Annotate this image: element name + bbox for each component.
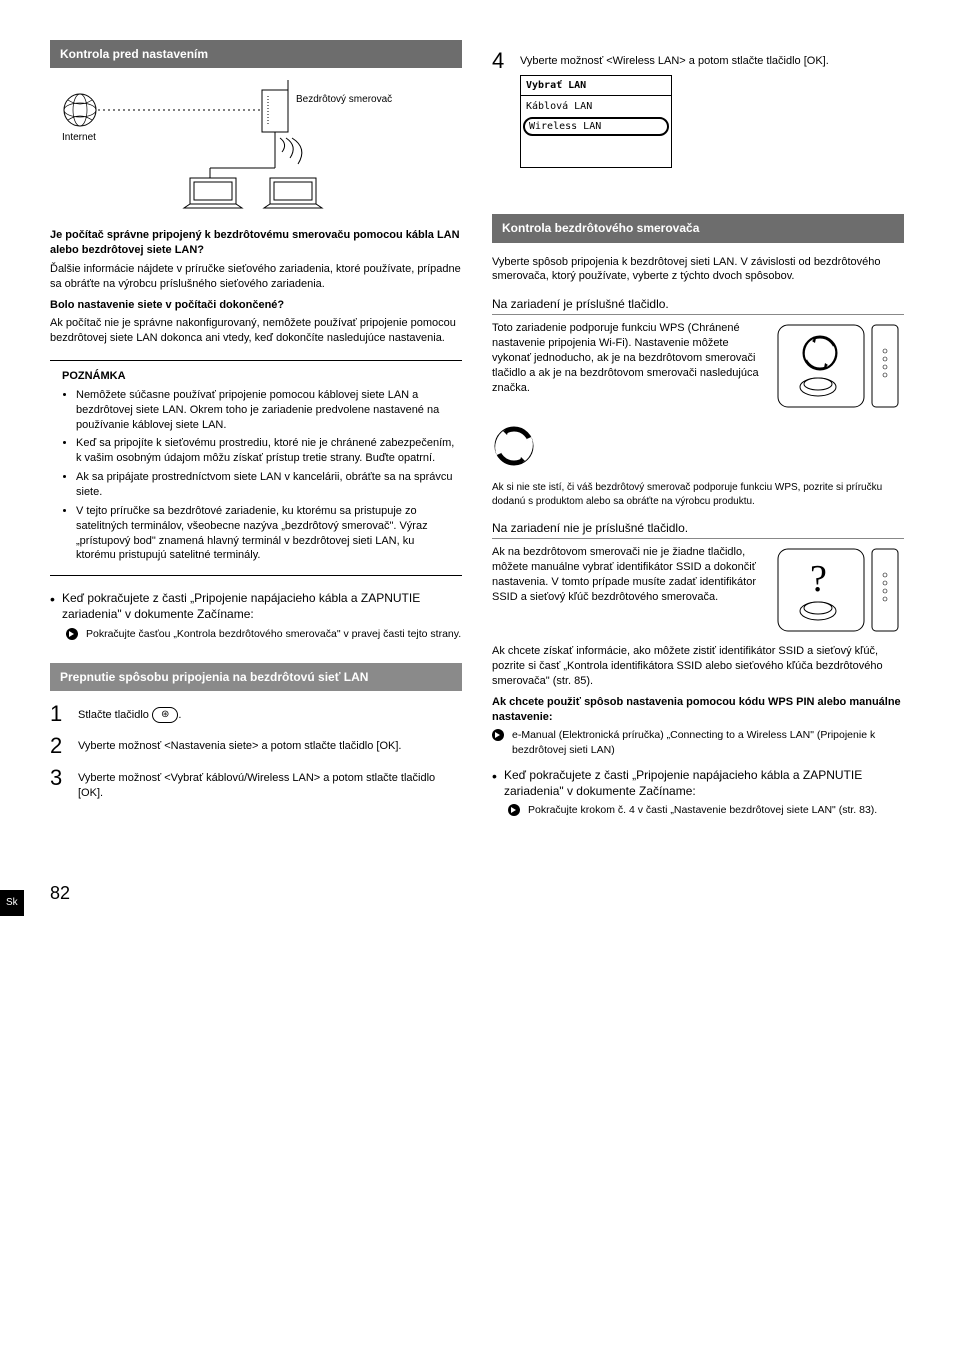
no-button-row: Ak na bezdrôtovom smerovači nie je žiadn… bbox=[492, 545, 904, 640]
router-no-button-illustration: ? bbox=[774, 545, 904, 640]
q2-title: Bolo nastavenie siete v počítači dokonče… bbox=[50, 298, 462, 313]
step-body: Vyberte možnosť <Wireless LAN> a potom s… bbox=[520, 50, 904, 188]
section-header-switch: Prepnutie spôsobu pripojenia na bezdrôto… bbox=[50, 663, 462, 691]
continue-lead-2: Keď pokračujete z časti „Pripojenie napá… bbox=[492, 767, 904, 799]
wps-small-note: Ak si nie ste istí, či váš bezdrôtový sm… bbox=[492, 481, 904, 508]
note-bullets: Nemôžete súčasne používať pripojenie pom… bbox=[62, 388, 456, 563]
note-title: POZNÁMKA bbox=[62, 369, 456, 384]
section-header-check-before: Kontrola pred nastavením bbox=[50, 40, 462, 68]
wps-mark-icon bbox=[492, 424, 904, 473]
note-item: Nemôžete súčasne používať pripojenie pom… bbox=[76, 388, 456, 433]
screen-option: Káblová LAN bbox=[521, 98, 671, 116]
has-button-row: Toto zariadenie podporuje funkciu WPS (C… bbox=[492, 321, 904, 416]
svg-text:?: ? bbox=[810, 558, 827, 600]
right-column: 4 Vyberte možnosť <Wireless LAN> a potom… bbox=[492, 40, 904, 821]
continue-lead-1: Keď pokračujete z časti „Pripojenie napá… bbox=[50, 590, 462, 622]
pin-arrow: e-Manual (Elektronická príručka) „Connec… bbox=[492, 728, 904, 756]
has-button-text: Toto zariadenie podporuje funkciu WPS (C… bbox=[492, 321, 762, 395]
step-1: 1 Stlačte tlačidlo ⊛. bbox=[50, 703, 462, 725]
language-tab: Sk bbox=[0, 890, 24, 916]
note-box: POZNÁMKA Nemôžete súčasne používať pripo… bbox=[50, 360, 462, 576]
no-button-after: Ak chcete získať informácie, ako môžete … bbox=[492, 644, 904, 689]
router-with-button-illustration bbox=[774, 321, 904, 416]
router-label: Bezdrôtový smerovač bbox=[296, 94, 392, 105]
step-number: 4 bbox=[492, 50, 510, 72]
step-number: 2 bbox=[50, 735, 68, 757]
q1-body: Ďalšie informácie nájdete v príručke sie… bbox=[50, 262, 462, 292]
section-header-check-router: Kontrola bezdrôtového smerovača bbox=[492, 214, 904, 242]
step-3: 3 Vyberte možnosť <Vybrať káblovú/Wirele… bbox=[50, 767, 462, 801]
step-body: Vyberte možnosť <Vybrať káblovú/Wireless… bbox=[78, 767, 462, 801]
q1-title: Je počítač správne pripojený k bezdrôtov… bbox=[50, 228, 462, 258]
screen-title: Vybrať LAN bbox=[521, 76, 671, 97]
internet-label: Internet bbox=[62, 132, 96, 143]
pin-title: Ak chcete použiť spôsob nastavenia pomoc… bbox=[492, 695, 904, 725]
menu-key-icon: ⊛ bbox=[152, 707, 178, 723]
subhead-no-button: Na zariadení nie je príslušné tlačidlo. bbox=[492, 520, 904, 539]
screen-option-selected: Wireless LAN bbox=[523, 117, 669, 137]
router-intro: Vyberte spôsob pripojenia k bezdrôtovej … bbox=[492, 255, 904, 285]
note-item: V tejto príručke sa bezdrôtové zariadeni… bbox=[76, 504, 456, 563]
page-number: 82 bbox=[50, 881, 904, 905]
page-columns: Kontrola pred nastavením Internet Bezdrô… bbox=[50, 40, 904, 821]
note-item: Ak sa pripájate prostredníctvom siete LA… bbox=[76, 470, 456, 500]
continue-arrow-2: Pokračujte krokom č. 4 v časti „Nastaven… bbox=[508, 803, 904, 817]
network-diagram: Internet Bezdrôtový smerovač bbox=[50, 80, 462, 210]
subhead-has-button: Na zariadení je príslušné tlačidlo. bbox=[492, 296, 904, 315]
no-button-text: Ak na bezdrôtovom smerovači nie je žiadn… bbox=[492, 545, 762, 604]
lcd-screen: Vybrať LAN Káblová LAN Wireless LAN bbox=[520, 75, 672, 169]
step-4: 4 Vyberte možnosť <Wireless LAN> a potom… bbox=[492, 50, 904, 188]
step-number: 1 bbox=[50, 703, 68, 725]
left-column: Kontrola pred nastavením Internet Bezdrô… bbox=[50, 40, 462, 821]
q2-body: Ak počítač nie je správne nakonfigurovan… bbox=[50, 316, 462, 346]
step-number: 3 bbox=[50, 767, 68, 789]
step-body: Stlačte tlačidlo ⊛. bbox=[78, 703, 462, 723]
continue-arrow-1: Pokračujte časťou „Kontrola bezdrôtového… bbox=[66, 627, 462, 641]
step-body: Vyberte možnosť <Nastavenia siete> a pot… bbox=[78, 735, 462, 754]
note-item: Keď sa pripojíte k sieťovému prostrediu,… bbox=[76, 436, 456, 466]
step-2: 2 Vyberte možnosť <Nastavenia siete> a p… bbox=[50, 735, 462, 757]
